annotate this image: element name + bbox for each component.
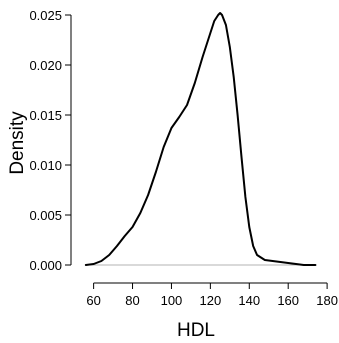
x-tick-label: 100	[161, 293, 183, 308]
x-tick-label: 60	[86, 293, 100, 308]
y-tick-label: 0.000	[29, 258, 62, 273]
y-tick-label: 0.005	[29, 208, 62, 223]
y-tick-label: 0.010	[29, 158, 62, 173]
y-tick-label: 0.025	[29, 8, 62, 23]
x-tick-label: 160	[277, 293, 299, 308]
x-axis-title: HDL	[177, 320, 215, 341]
x-axis: 60 80 100 120 140 160 180	[86, 282, 338, 308]
y-axis-title: Density	[7, 111, 28, 175]
x-tick-label: 80	[125, 293, 139, 308]
x-tick-label: 140	[238, 293, 260, 308]
y-tick-label: 0.020	[29, 58, 62, 73]
density-curve	[84, 12, 317, 266]
y-tick-label: 0.015	[29, 108, 62, 123]
x-tick-label: 180	[316, 293, 338, 308]
y-axis: 0.000 0.005 0.010 0.015 0.020 0.025	[29, 8, 72, 273]
x-tick-label: 120	[200, 293, 222, 308]
plot-area	[84, 12, 317, 266]
